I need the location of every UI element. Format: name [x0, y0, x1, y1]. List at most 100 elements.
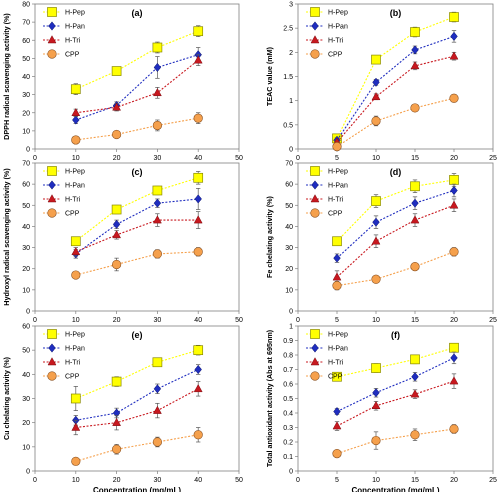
legend: H-Pep H-Pan H-Tri CPP [43, 166, 85, 218]
data-point-square [70, 84, 81, 95]
legend-marker [311, 343, 319, 353]
y-axis-title: Hydroxyl radical scavenging activity (%) [2, 168, 11, 306]
y-tick-label: 10 [22, 287, 30, 294]
series-h-tri [332, 373, 459, 431]
legend-marker [310, 49, 320, 59]
legend-marker [47, 35, 57, 44]
series-h-pan [72, 188, 202, 259]
legend-marker [311, 180, 319, 190]
data-point-diamond [372, 77, 380, 87]
data-point-diamond [450, 353, 458, 363]
data-point-triangle [112, 230, 122, 239]
data-point-triangle [371, 400, 381, 409]
data-point-diamond [372, 217, 380, 227]
series-line [75, 30, 199, 90]
data-point-triangle [332, 421, 342, 430]
data-point-square [410, 354, 420, 365]
data-point-square [371, 54, 381, 65]
data-point-diamond [411, 198, 419, 208]
legend-label: H-Pan [65, 183, 85, 190]
legend-marker [310, 7, 320, 17]
series-line [336, 179, 455, 242]
legend-label: H-Tri [328, 197, 344, 204]
data-point-triangle [112, 102, 122, 111]
legend: H-Pep H-Pan H-Tri CPP [306, 166, 348, 218]
series-h-pep [70, 344, 204, 411]
series-h-pep [70, 25, 204, 95]
panel-label: (f) [391, 330, 400, 340]
data-point-circle [449, 247, 459, 257]
data-point-diamond [372, 388, 380, 398]
x-tick-label: 0 [296, 477, 300, 484]
data-point-circle [410, 430, 420, 440]
legend-marker [310, 194, 320, 203]
data-point-square [152, 185, 163, 196]
panel-label: (b) [390, 8, 402, 18]
data-point-square [111, 66, 122, 76]
series-cpp [71, 247, 203, 280]
x-tick-label: 25 [489, 155, 497, 162]
legend: H-Pep H-Pan H-Tri CPP [43, 7, 85, 59]
data-point-triangle [449, 51, 459, 60]
x-tick-label: 10 [372, 317, 380, 324]
data-point-circle [71, 270, 81, 280]
panel-label: (e) [132, 330, 143, 340]
series-line [336, 347, 455, 378]
x-tick-label: 20 [113, 155, 121, 162]
y-tick-label: 30 [22, 245, 30, 252]
y-tick-label: 1 [289, 324, 293, 331]
legend-label: CPP [65, 52, 80, 59]
y-tick-label: 40 [22, 372, 30, 379]
series-h-tri [332, 198, 459, 284]
legend-marker [310, 208, 320, 218]
series-line [336, 55, 455, 143]
data-point-triangle [152, 87, 162, 97]
y-tick-label: 0.9 [283, 338, 293, 345]
legend-marker [47, 194, 57, 203]
data-point-diamond [333, 406, 341, 417]
x-tick-label: 15 [411, 477, 419, 484]
series-cpp [71, 112, 203, 145]
data-point-circle [111, 259, 122, 270]
series-h-pan [333, 351, 458, 417]
series-line [75, 219, 199, 253]
legend-marker [48, 180, 56, 190]
data-point-triangle [449, 376, 459, 385]
chart-panel-d: 0 5 10 15 20 25 0 10 20 30 40 50 60 70 Fe chelating ac… [265, 161, 497, 325]
y-axis-title: DPPH radical scavenging activity (%) [2, 13, 11, 140]
data-point-square [193, 345, 204, 356]
series-line [336, 380, 455, 427]
legend-marker [47, 329, 57, 339]
data-point-square [371, 196, 381, 206]
data-point-diamond [72, 115, 80, 125]
chart-panel-e: 0 10 20 30 40 50 0 10 20 30 40 50 60 Cu chelating act… [2, 324, 243, 496]
y-tick-label: 0 [289, 147, 293, 154]
x-tick-label: 5 [335, 477, 339, 484]
y-tick-label: 70 [22, 161, 30, 168]
series-h-pep [332, 173, 459, 247]
y-tick-label: 1 [289, 98, 293, 105]
plot-frame [34, 162, 240, 312]
y-tick-label: 1.5 [283, 74, 293, 81]
y-tick-label: 0.8 [283, 353, 293, 360]
x-axis-title: Concentration (mg/mL) [93, 486, 181, 492]
x-tick-label: 15 [411, 155, 419, 162]
series-line [75, 59, 199, 114]
y-axis-title: Fe chelating activity (%) [265, 195, 274, 277]
y-axis-title: Total antioxidant activity (Abs at 695nm… [265, 329, 274, 467]
x-tick-label: 20 [450, 155, 458, 162]
data-point-square [111, 376, 122, 387]
series-h-pan [72, 364, 202, 426]
series-line [336, 35, 455, 141]
legend: H-Pep H-Pan H-Tri CPP [43, 329, 85, 381]
x-tick-label: 10 [72, 317, 80, 324]
data-point-diamond [153, 384, 162, 394]
series-line [75, 388, 199, 429]
panel-label: (a) [132, 8, 143, 18]
legend-label: H-Pep [328, 169, 348, 176]
data-point-triangle [332, 272, 342, 281]
x-tick-label: 0 [296, 317, 300, 324]
data-point-diamond [411, 45, 419, 55]
legend-marker [311, 21, 319, 31]
